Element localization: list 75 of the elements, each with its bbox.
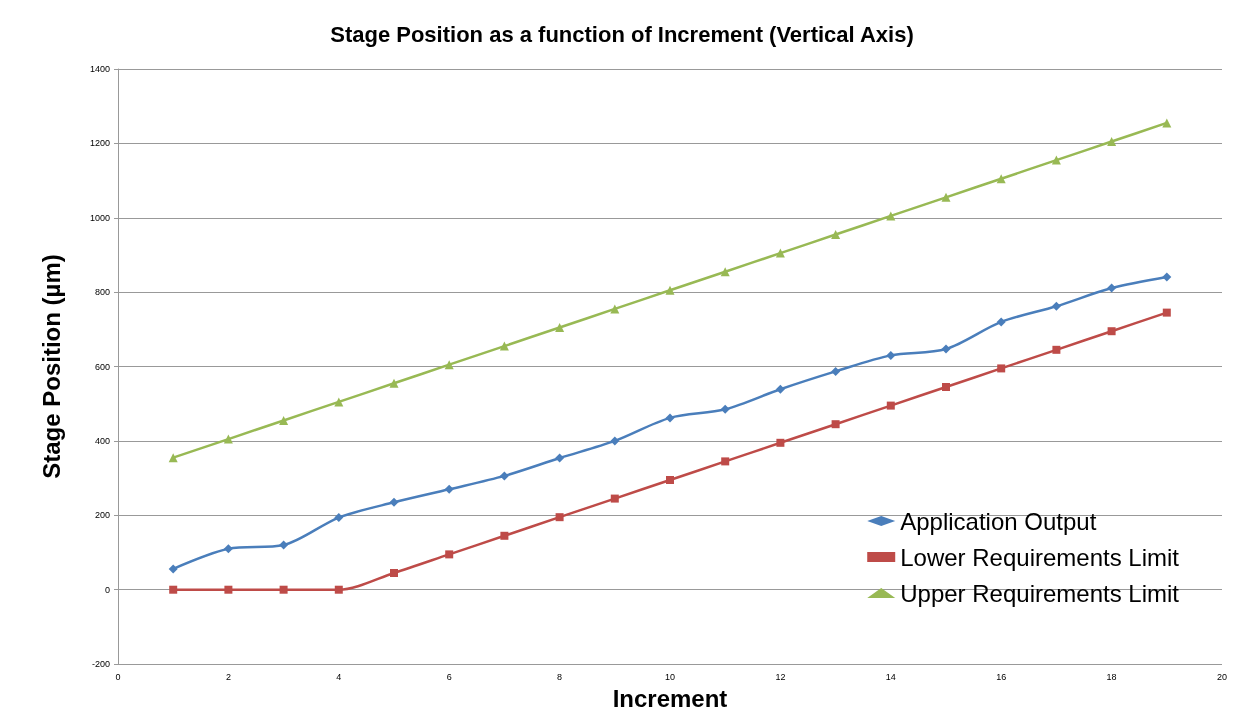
point [997,364,1006,373]
x-axis-title: Increment [612,684,728,712]
y-axis-title: Stage Position (µm) [37,254,65,479]
y-tick-label: 0 [104,584,110,595]
point [1162,308,1171,317]
y-tick-label: 600 [94,361,110,372]
point [996,317,1006,327]
point [1107,137,1117,147]
x-tick-label: 6 [446,671,452,682]
point [831,366,841,376]
point [776,438,785,447]
point [279,540,289,550]
x-tick-label: 18 [1106,671,1117,682]
point [775,384,785,394]
point [775,248,785,258]
point [223,544,233,554]
x-tick-label: 10 [664,671,676,682]
x-tick-label: 8 [557,671,563,682]
point [389,378,399,388]
legend-label: Upper Requirements Limit [900,579,1180,607]
point [720,404,730,414]
point [499,341,509,351]
y-tick-label: 1200 [89,138,110,149]
point [500,531,509,540]
y-tick-label: 200 [94,510,110,521]
y-tick-label: 400 [94,435,110,446]
point [1051,155,1061,165]
point [1051,301,1061,311]
point [555,453,565,463]
x-tick-label: 4 [336,671,342,682]
point [886,350,896,360]
point [942,383,950,392]
point [224,585,233,594]
point [169,585,178,594]
point [279,585,288,594]
point [941,344,951,354]
point [721,457,730,466]
point [555,513,564,522]
point [168,564,178,574]
point [610,436,620,446]
x-tick-label: 20 [1216,671,1228,682]
y-tick-label: -200 [91,659,110,670]
point [390,568,398,577]
point [831,420,840,429]
legend-label: Lower Requirements Limit [900,543,1180,571]
x-tick-label: 12 [775,671,786,682]
point [279,415,289,425]
point [1107,283,1117,293]
point [610,494,619,503]
point [1052,345,1061,354]
y-tick-label: 1400 [89,64,110,74]
point [1107,327,1116,336]
x-tick-label: 0 [115,671,121,682]
legend-label: Application Output [900,507,1097,535]
y-tick-label: 1000 [89,212,110,223]
point [941,192,951,202]
x-tick-label: 14 [885,671,896,682]
x-tick-label: 16 [996,671,1007,682]
point [334,513,344,523]
point [223,434,233,444]
point [665,285,675,295]
point [445,550,454,559]
point [444,484,454,494]
chart-title: Stage Position as a function of Increment (Vertical Axis) [330,21,914,47]
point [831,230,841,240]
point [1162,272,1172,282]
y-tick-label: 800 [94,287,110,298]
x-tick-label: 2 [225,671,231,682]
point [555,323,565,332]
point [389,497,399,507]
point [499,471,509,481]
point [666,475,674,484]
point [886,401,895,410]
point [334,585,343,594]
point [665,413,675,423]
